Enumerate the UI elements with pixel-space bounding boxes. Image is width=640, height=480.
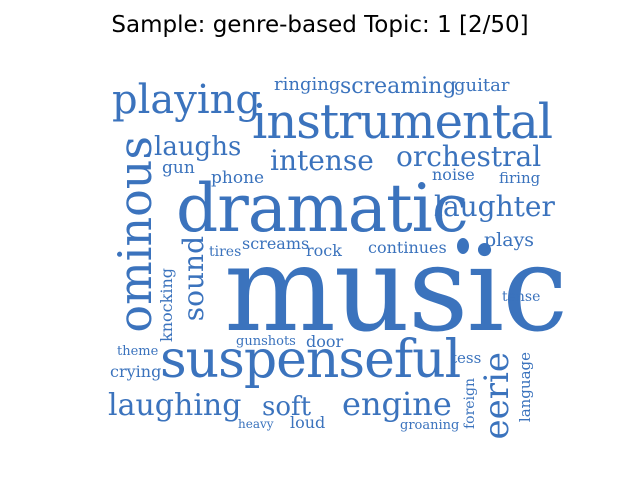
word-groaning: groaning: [400, 418, 460, 433]
word-language: language: [516, 352, 534, 423]
word-knocking: knocking: [157, 268, 176, 342]
figure-title: Sample: genre-based Topic: 1 [2/50]: [111, 12, 529, 38]
word-suspenseful: suspenseful: [160, 330, 461, 390]
word-loud: loud: [290, 413, 326, 432]
word-guitar: guitar: [454, 75, 510, 96]
word-tense: tense: [502, 289, 541, 305]
word-ringing: ringing: [274, 74, 341, 95]
word-gunshots: gunshots: [236, 334, 296, 349]
word-gun: gun: [162, 158, 195, 178]
word-continues: continues: [368, 238, 447, 257]
word-laughter: laughter: [434, 190, 555, 223]
dot-mark: [457, 238, 469, 254]
word-phone: phone: [211, 168, 265, 188]
word-tess: tess: [451, 349, 482, 367]
word-music: music: [224, 220, 568, 358]
word-door: door: [306, 332, 344, 351]
word-noise: noise: [432, 165, 475, 184]
word-instrumental: instrumental: [252, 94, 553, 150]
word-rock: rock: [306, 241, 342, 260]
word-orchestral: orchestral: [396, 140, 542, 173]
word-foreign: foreign: [462, 378, 478, 430]
word-theme: theme: [117, 344, 159, 359]
word-intense: intense: [270, 144, 374, 177]
word-tires: tires: [209, 244, 242, 260]
word-soft: soft: [262, 392, 312, 422]
word-plays: plays: [484, 229, 535, 251]
word-firing: firing: [499, 169, 541, 187]
word-ominous: ominous: [108, 136, 162, 333]
word-eerie: eerie: [477, 352, 517, 440]
word-crying: crying: [110, 362, 162, 381]
word-screams: screams: [242, 234, 310, 253]
word-playing: playing: [112, 77, 262, 123]
word-dramatic: dramatic: [176, 170, 469, 247]
word-screaming: screaming: [340, 74, 457, 99]
word-laughing: laughing: [108, 388, 242, 423]
word-engine: engine: [342, 385, 452, 423]
word-sound: sound: [177, 236, 210, 322]
word-laughs: laughs: [154, 132, 242, 162]
word-heavy: heavy: [238, 417, 274, 431]
